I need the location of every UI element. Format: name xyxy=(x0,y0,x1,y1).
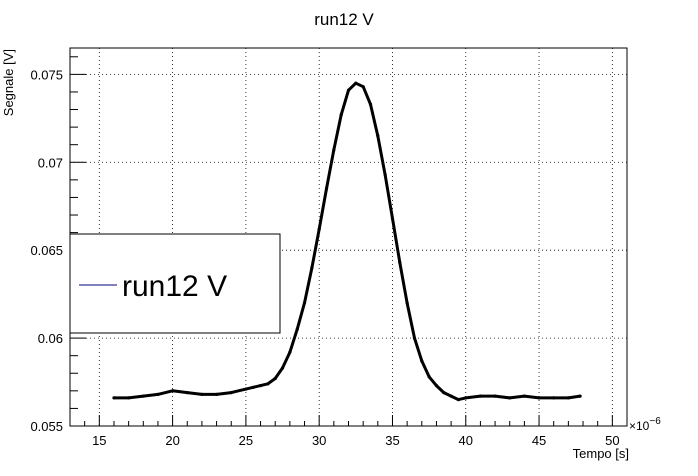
data-point xyxy=(280,366,285,370)
data-point xyxy=(464,396,468,400)
data-point xyxy=(324,187,329,191)
data-point xyxy=(420,359,424,363)
data-series xyxy=(112,81,582,402)
y-tick-label: 0.07 xyxy=(38,155,63,170)
data-point xyxy=(185,390,189,395)
x-tick-label: 20 xyxy=(165,433,179,448)
data-point xyxy=(427,375,431,379)
data-point xyxy=(266,382,270,386)
data-point xyxy=(405,301,409,305)
data-point xyxy=(244,387,248,391)
data-point xyxy=(258,383,263,388)
y-tick-label: 0.06 xyxy=(38,331,63,346)
data-point xyxy=(229,390,233,395)
data-point xyxy=(398,260,402,265)
data-point xyxy=(552,396,556,400)
x-tick-label: 15 xyxy=(92,433,106,448)
data-point xyxy=(273,376,277,381)
chart-title: run12 V xyxy=(314,10,374,29)
y-tick-label: 0.055 xyxy=(30,419,63,434)
x-tick-label: 40 xyxy=(459,433,473,448)
data-point xyxy=(412,336,417,340)
data-point xyxy=(368,102,373,106)
x-axis-exponent: ×10−6 xyxy=(629,416,661,433)
y-axis-label: Segnale [V] xyxy=(1,49,16,116)
x-axis-label: Tempo [s] xyxy=(573,446,629,461)
data-point xyxy=(200,392,204,396)
data-point xyxy=(295,327,299,331)
data-point xyxy=(578,394,582,398)
data-point xyxy=(354,81,358,85)
data-point xyxy=(317,227,321,231)
y-tick-label: 0.065 xyxy=(30,243,63,258)
data-point xyxy=(383,172,387,177)
data-point xyxy=(442,390,446,395)
data-point xyxy=(493,394,497,398)
data-point xyxy=(537,396,541,400)
y-tick-label: 0.075 xyxy=(30,67,63,82)
data-point xyxy=(288,350,292,354)
data-point xyxy=(434,383,439,388)
data-point xyxy=(456,398,461,402)
x-tick-label: 50 xyxy=(605,433,619,448)
series-line xyxy=(114,81,581,402)
data-point xyxy=(310,266,314,270)
data-point xyxy=(376,134,380,138)
x-tick-label: 30 xyxy=(312,433,326,448)
legend-box xyxy=(69,233,281,334)
legend-label: run12 V xyxy=(122,270,227,303)
data-point xyxy=(339,113,343,117)
data-point xyxy=(112,396,116,400)
data-point xyxy=(332,148,336,152)
x-tick-label: 25 xyxy=(239,433,253,448)
data-point xyxy=(141,394,145,398)
data-point xyxy=(508,396,512,400)
x-tick-label: 45 xyxy=(532,433,546,448)
x-tick-label: 35 xyxy=(385,433,399,448)
data-point xyxy=(346,88,351,92)
data-point xyxy=(390,216,395,221)
data-point xyxy=(522,394,526,398)
data-point xyxy=(127,396,131,400)
data-point xyxy=(361,85,365,89)
legend: run12 V xyxy=(69,233,281,334)
data-point xyxy=(566,396,570,400)
data-point xyxy=(449,394,453,398)
data-point xyxy=(251,385,255,389)
data-point xyxy=(478,394,483,398)
data-point xyxy=(214,392,219,396)
data-point xyxy=(156,392,160,396)
axis-ticks: 15 20 25 30 35 40 45 50 0.055 0.06 0.065 0.07 0.075 xyxy=(30,56,628,448)
data-point xyxy=(302,301,307,305)
data-point xyxy=(171,389,175,393)
